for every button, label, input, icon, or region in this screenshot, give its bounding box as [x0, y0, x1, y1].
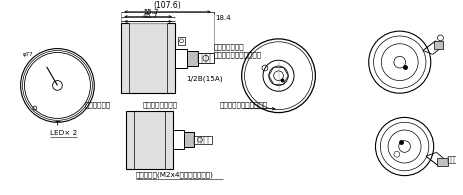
Bar	[434, 41, 444, 49]
Text: 55.7: 55.7	[143, 9, 159, 15]
Text: φ77: φ77	[23, 52, 33, 58]
Text: (107.6): (107.6)	[154, 1, 181, 10]
Text: 1/2B(15A): 1/2B(15A)	[187, 76, 223, 82]
Text: 通信ユニット: 通信ユニット	[85, 101, 111, 108]
Text: 温湿度センサー: 温湿度センサー	[213, 44, 244, 50]
Bar	[126, 111, 173, 169]
Text: LED× 2: LED× 2	[50, 130, 77, 136]
Bar	[188, 51, 198, 66]
Bar	[437, 158, 448, 166]
Bar	[173, 130, 184, 149]
Text: センサーユニット: センサーユニット	[143, 101, 178, 108]
Bar	[121, 23, 175, 93]
Text: 気圧センサー（管内用）: 気圧センサー（管内用）	[213, 51, 262, 58]
Text: 固定用ねじ(M2x4：ステンコート): 固定用ねじ(M2x4：ステンコート)	[136, 172, 214, 178]
Text: 45.7: 45.7	[142, 13, 158, 20]
Bar	[178, 37, 186, 45]
Bar	[175, 49, 188, 68]
Text: 気圧センサー（大気用）: 気圧センサー（大気用）	[219, 101, 268, 108]
Bar	[448, 156, 458, 163]
Bar	[194, 136, 212, 144]
Bar	[198, 53, 213, 63]
Bar	[184, 132, 194, 147]
Text: 18.4: 18.4	[215, 15, 231, 21]
